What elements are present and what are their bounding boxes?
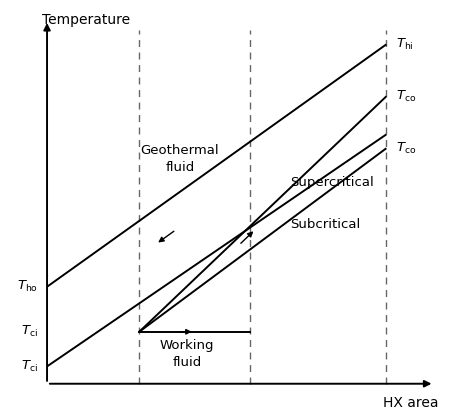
Text: Subcritical: Subcritical	[291, 218, 361, 231]
Text: $T_{\mathrm{ho}}$: $T_{\mathrm{ho}}$	[17, 279, 38, 294]
Text: Geothermal
fluid: Geothermal fluid	[140, 144, 219, 173]
Text: $T_{\mathrm{hi}}$: $T_{\mathrm{hi}}$	[396, 37, 413, 52]
Text: Supercritical: Supercritical	[291, 176, 374, 189]
Text: Working
fluid: Working fluid	[160, 339, 214, 369]
Text: $T_{\mathrm{co}}$: $T_{\mathrm{co}}$	[396, 141, 416, 156]
Text: $T_{\mathrm{ci}}$: $T_{\mathrm{ci}}$	[21, 324, 38, 339]
Text: $T_{\mathrm{co}}$: $T_{\mathrm{co}}$	[396, 89, 416, 104]
Text: HX area: HX area	[383, 396, 438, 410]
Text: Temperature: Temperature	[42, 13, 129, 27]
Text: $T_{\mathrm{ci}}$: $T_{\mathrm{ci}}$	[21, 359, 38, 374]
